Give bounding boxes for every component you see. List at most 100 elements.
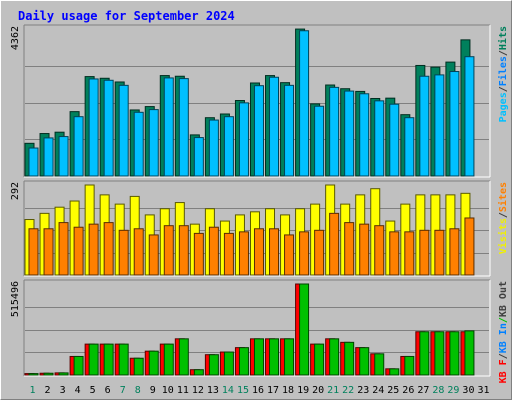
x-tick-label: 17 [267, 385, 279, 396]
x-tick-label: 19 [297, 385, 309, 396]
bar-pages [43, 137, 54, 177]
x-tick-label: 11 [177, 385, 189, 396]
bar-kb-out [389, 368, 400, 376]
bar-kb-out [238, 347, 249, 376]
bar-pages [299, 30, 310, 177]
bar-kb-out [193, 369, 204, 376]
x-tick-label: 14 [222, 385, 234, 396]
bar-sites [178, 225, 189, 276]
x-tick-label: 12 [192, 385, 204, 396]
x-tick-label: 26 [402, 385, 414, 396]
bar-sites [253, 228, 264, 276]
legend-entry: Hits [497, 26, 509, 50]
bar-sites [464, 217, 475, 276]
bar-sites [314, 229, 325, 276]
legend-entry: / [498, 212, 509, 218]
bar-kb-out [208, 354, 219, 376]
bar-pages [329, 86, 340, 177]
x-tick-label: 2 [45, 385, 51, 396]
bar-sites [344, 222, 355, 276]
y-max-label: 292 [10, 182, 21, 200]
bar-sites [404, 231, 415, 276]
x-tick-label: 21 [327, 385, 339, 396]
x-tick-label: 28 [432, 385, 444, 396]
bar-pages [88, 78, 99, 177]
bar-kb-out [404, 355, 415, 376]
bar-pages [253, 85, 264, 177]
bar-pages [193, 137, 204, 177]
bar-sites [434, 229, 445, 276]
bar-pages [389, 103, 400, 177]
bar-pages [238, 102, 249, 177]
x-tick-label: 7 [120, 385, 126, 396]
bar-sites [269, 228, 280, 276]
x-tick-label: 25 [387, 385, 399, 396]
bar-kb-out [88, 343, 99, 376]
bar-kb-out [284, 338, 295, 376]
bar-kb-out [223, 351, 234, 376]
y-max-label: 4362 [10, 26, 21, 50]
legend-entry: / [498, 353, 509, 359]
bar-sites [208, 226, 219, 276]
bar-kb-out [374, 353, 385, 376]
y-max-label: 515496 [10, 281, 21, 317]
bar-pages [464, 56, 475, 177]
bar-kb-out [28, 373, 39, 376]
legend-entry: KB F [498, 359, 509, 383]
x-tick-label: 8 [135, 385, 141, 396]
bar-pages [163, 77, 174, 177]
bar-pages [148, 109, 159, 177]
legend-entry: / [498, 86, 509, 92]
bar-kb-out [58, 372, 69, 376]
bar-kb-out [419, 331, 430, 376]
x-tick-label: 5 [90, 385, 96, 396]
bar-sites [193, 232, 204, 276]
x-tick-label: 16 [252, 385, 264, 396]
x-tick-label: 22 [342, 385, 354, 396]
bar-sites [329, 212, 340, 276]
bar-kb-out [43, 372, 54, 376]
chart-title: Daily usage for September 2024 [18, 9, 235, 23]
bar-kb-out [299, 283, 310, 376]
bar-kb-out [359, 347, 370, 376]
legend-entry: KB Out [498, 281, 509, 317]
bar-kb-out [163, 343, 174, 376]
x-tick-label: 20 [312, 385, 324, 396]
bar-kb-out [344, 341, 355, 376]
bar-pages [58, 136, 69, 177]
bar-pages [449, 71, 460, 177]
x-tick-label: 10 [162, 385, 174, 396]
bar-kb-out [434, 331, 445, 376]
x-tick-label: 30 [462, 385, 474, 396]
x-tick-label: 9 [150, 385, 156, 396]
bar-pages [404, 117, 415, 177]
x-tick-label: 6 [105, 385, 111, 396]
bar-pages [284, 84, 295, 177]
bar-kb-out [73, 355, 84, 376]
bar-sites [148, 234, 159, 276]
bar-kb-out [178, 338, 189, 376]
bar-kb-out [118, 343, 129, 376]
bar-kb-out [314, 343, 325, 376]
bar-sites [374, 225, 385, 276]
bar-pages [269, 76, 280, 177]
bar-kb-out [103, 343, 114, 376]
bar-kb-out [133, 357, 144, 376]
bar-sites [28, 228, 39, 276]
x-tick-label: 23 [357, 385, 369, 396]
bar-pages [118, 84, 129, 177]
bar-sites [299, 231, 310, 276]
bar-sites [43, 228, 54, 276]
bar-sites [88, 223, 99, 276]
bar-sites [118, 229, 129, 276]
legend-entry: / [498, 317, 509, 323]
bar-pages [133, 111, 144, 177]
x-tick-label: 1 [30, 385, 36, 396]
legend-middle: Visits/Sites [497, 182, 509, 254]
bar-kb-out [449, 331, 460, 376]
bar-pages [359, 93, 370, 177]
x-tick-label: 13 [207, 385, 219, 396]
bar-sites [133, 228, 144, 276]
bar-kb-out [148, 350, 159, 376]
